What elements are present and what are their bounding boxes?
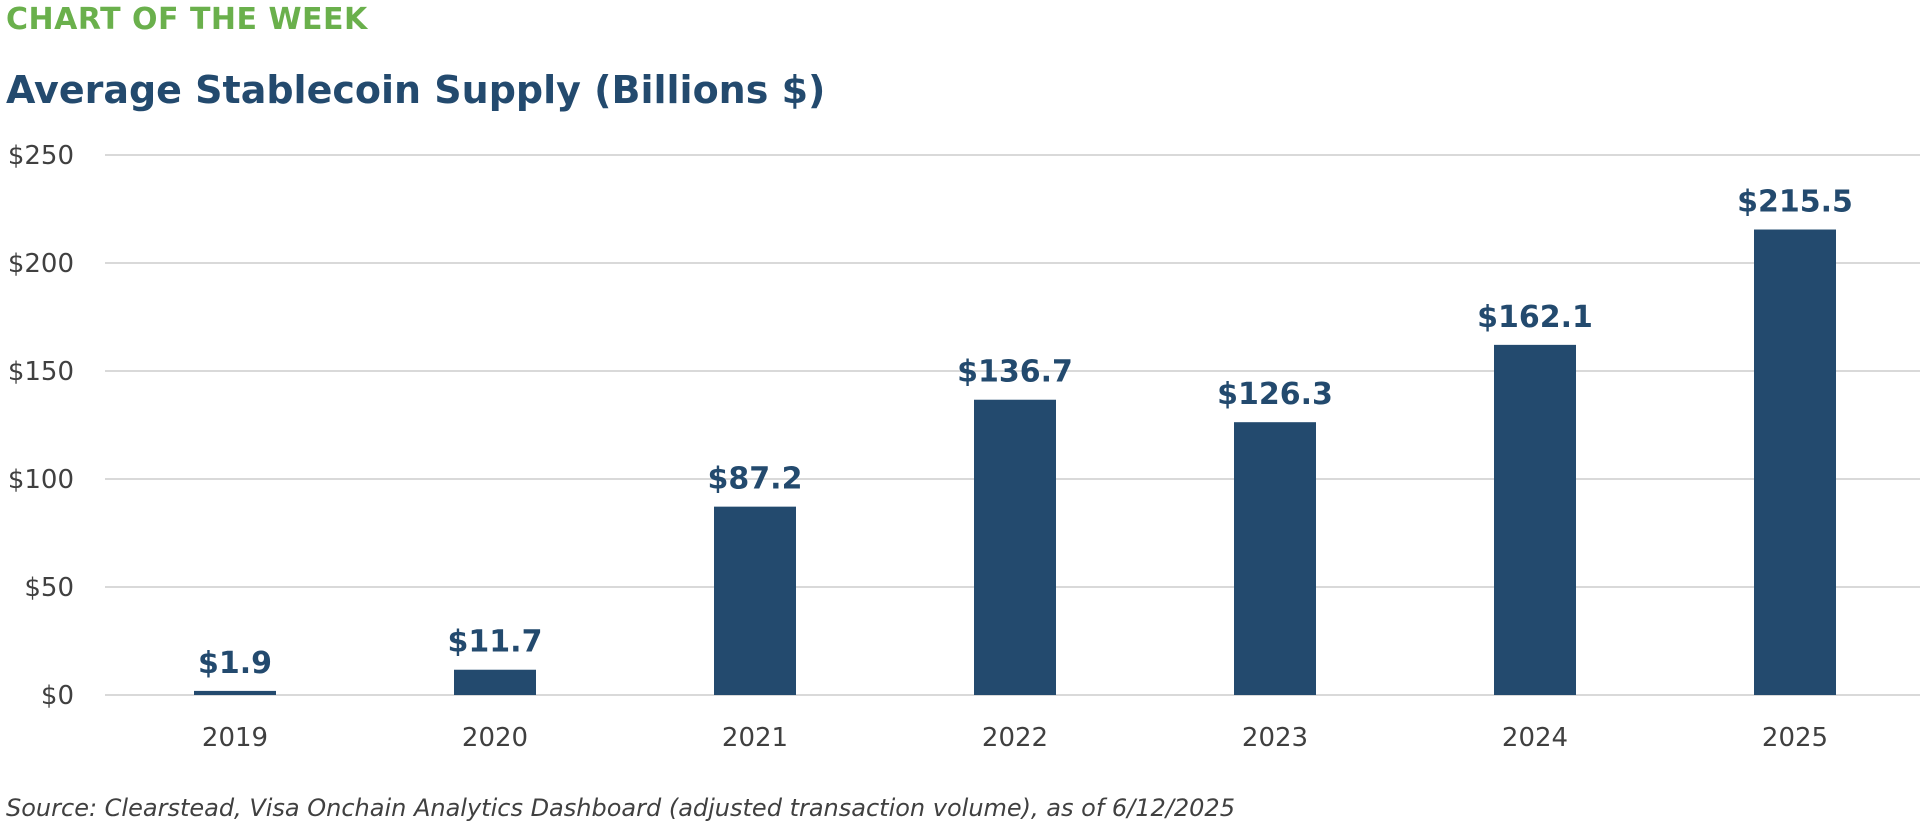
bar	[974, 399, 1056, 695]
data-label: $87.2	[708, 462, 803, 497]
x-tick-label: 2024	[1502, 723, 1568, 753]
data-label: $215.5	[1737, 185, 1853, 220]
bar	[194, 690, 276, 695]
y-axis-ticks: $0 $50 $100 $150 $200 $250	[8, 141, 74, 711]
data-label: $162.1	[1477, 300, 1593, 335]
y-tick-label: $0	[41, 681, 74, 711]
bar-chart: $0 $50 $100 $150 $200 $250 $1.9 $11.7 $87.2 $136…	[8, 141, 1920, 753]
chart-kicker: CHART OF THE WEEK	[6, 2, 368, 37]
bar	[1754, 229, 1836, 695]
chart-title: Average Stablecoin Supply (Billions $)	[6, 68, 826, 112]
data-label: $126.3	[1217, 377, 1333, 412]
bar	[454, 669, 536, 695]
x-tick-label: 2025	[1762, 723, 1828, 753]
y-tick-label: $100	[8, 465, 74, 495]
data-label: $11.7	[448, 625, 543, 660]
y-tick-label: $250	[8, 141, 74, 171]
x-tick-label: 2020	[462, 723, 528, 753]
bar	[1494, 344, 1576, 695]
bar	[714, 506, 796, 695]
x-tick-label: 2021	[722, 723, 788, 753]
x-tick-label: 2019	[202, 723, 268, 753]
y-tick-label: $50	[24, 573, 74, 603]
x-tick-label: 2022	[982, 723, 1048, 753]
x-axis-ticks: 2019 2020 2021 2022 2023 2024 2025	[202, 723, 1828, 753]
data-label: $136.7	[957, 355, 1073, 390]
source-note: Source: Clearstead, Visa Onchain Analyti…	[6, 794, 1235, 822]
data-labels: $1.9 $11.7 $87.2 $136.7 $126.3 $162.1 $215.5	[198, 185, 1853, 681]
y-tick-label: $200	[8, 249, 74, 279]
bar	[1234, 422, 1316, 695]
bars	[194, 229, 1836, 695]
data-label: $1.9	[198, 646, 272, 681]
y-tick-label: $150	[8, 357, 74, 387]
x-tick-label: 2023	[1242, 723, 1308, 753]
